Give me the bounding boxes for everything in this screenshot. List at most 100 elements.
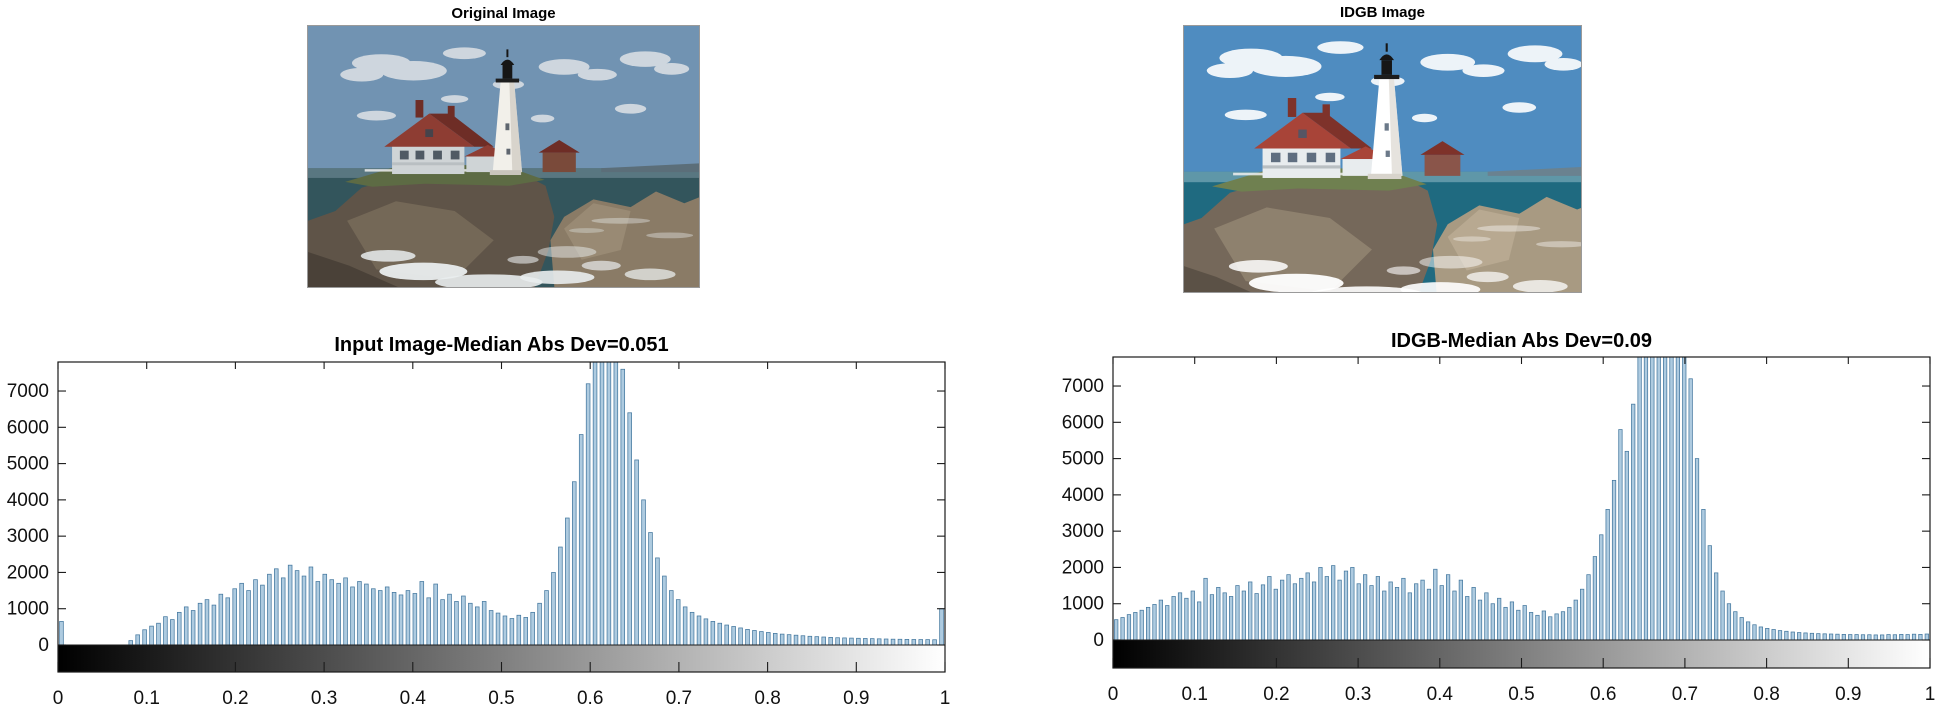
- right-rocks-highlight: [564, 203, 631, 260]
- histogram-bar: [530, 611, 535, 646]
- histogram-bar: [1688, 378, 1693, 641]
- x-tick-label: 1: [1925, 684, 1936, 705]
- gallery-deck: [495, 78, 520, 83]
- histogram-bar: [1152, 604, 1157, 641]
- histogram-bar: [135, 634, 140, 646]
- histogram-bar: [1771, 629, 1776, 641]
- house-window: [1270, 152, 1281, 163]
- histogram-bar: [613, 361, 619, 646]
- histogram-bar: [287, 564, 293, 646]
- cloud: [442, 47, 486, 60]
- porch-line: [392, 162, 465, 166]
- histogram-bar: [190, 610, 196, 646]
- rock-shadow: [308, 251, 398, 287]
- histogram-bar: [1343, 570, 1349, 641]
- histogram-bar: [1420, 579, 1425, 641]
- histogram-bar: [1809, 632, 1815, 641]
- histogram-bar: [1841, 634, 1846, 641]
- y-tick-label: 1000: [1062, 594, 1104, 615]
- cloud: [1544, 58, 1581, 71]
- histogram-bar: [1171, 596, 1176, 641]
- histogram-bar: [1216, 587, 1221, 641]
- histogram-bar: [468, 602, 473, 646]
- histogram-bar: [1886, 634, 1891, 641]
- histogram-bar: [1663, 356, 1668, 641]
- foam-patch: [1386, 266, 1421, 275]
- histogram-bar: [828, 637, 833, 646]
- histogram-bar: [1177, 592, 1183, 641]
- histogram-bar: [1924, 633, 1929, 641]
- house-window: [415, 150, 425, 160]
- histogram-bar: [1535, 614, 1540, 641]
- histogram-bar: [1311, 581, 1317, 641]
- histogram-bar: [842, 637, 847, 646]
- histogram-bar: [523, 617, 528, 646]
- foam-patch: [591, 217, 651, 224]
- foam-patch: [435, 274, 543, 287]
- attic-window: [425, 129, 434, 138]
- finial: [506, 49, 509, 58]
- histogram-bar: [1139, 609, 1144, 641]
- y-tick-label: 4000: [7, 490, 49, 511]
- lantern-dome: [500, 59, 515, 65]
- tick-labels: 0 0.1 0.2 0.3 0.4 0.5 0.6 0.7 0.8 0.9 1 0 1000 2000 30…: [7, 381, 951, 709]
- chimney: [447, 105, 455, 120]
- histogram-bar: [1318, 567, 1323, 641]
- histogram-bar: [1880, 634, 1885, 641]
- histogram-bar: [1682, 356, 1687, 641]
- histogram-bar: [1694, 458, 1700, 641]
- histogram-bar: [655, 557, 660, 646]
- shed-roof: [538, 139, 580, 153]
- cloud: [1315, 92, 1345, 102]
- histogram-bar: [1867, 634, 1872, 641]
- histogram-bar: [1458, 579, 1463, 641]
- histogram-bar: [682, 606, 688, 646]
- histogram-bar: [502, 615, 508, 646]
- histogram-bar: [1331, 565, 1336, 641]
- histogram-bar: [433, 583, 438, 646]
- histogram-bar: [585, 383, 591, 646]
- y-tick-label: 0: [38, 635, 49, 656]
- foam-patch: [568, 228, 605, 233]
- histogram-bar: [426, 597, 431, 646]
- cloud: [614, 103, 647, 114]
- histogram-bar: [1822, 633, 1827, 641]
- y-tick-label: 7000: [1062, 376, 1104, 397]
- x-tick-label: 0.9: [843, 688, 869, 709]
- input-histogram-title: Input Image-Median Abs Dev=0.051: [334, 334, 669, 356]
- tick-labels: 0 0.1 0.2 0.3 0.4 0.5 0.6 0.7 0.8 0.9 1 0 1000 2000 30…: [1062, 376, 1936, 705]
- histogram-bar: [1714, 572, 1719, 641]
- histogram-bar: [1414, 583, 1419, 641]
- cloud: [1249, 55, 1322, 77]
- x-tick-label: 0.2: [1263, 684, 1289, 705]
- histogram-bar: [253, 579, 258, 646]
- x-tick-label: 0.4: [1427, 684, 1454, 705]
- histogram-bar: [1848, 634, 1853, 641]
- histogram-bar: [1126, 614, 1132, 641]
- histogram-bar: [1209, 594, 1215, 641]
- house-window: [450, 150, 460, 160]
- house-window: [399, 150, 409, 160]
- histogram-bar: [1675, 356, 1680, 641]
- histogram-bar: [1356, 583, 1361, 641]
- histogram-bar: [1854, 634, 1859, 641]
- histogram-bar: [1273, 588, 1278, 641]
- x-tick-label: 0.2: [222, 688, 248, 709]
- histogram-bar: [606, 361, 612, 646]
- histogram-bar: [218, 593, 224, 646]
- house-roof-hip: [1302, 112, 1372, 149]
- histogram-bar: [918, 639, 923, 646]
- histogram-bar: [738, 627, 743, 646]
- cloud: [538, 59, 590, 75]
- histogram-bar: [461, 595, 466, 646]
- cloud: [1462, 64, 1505, 77]
- histogram-bar: [128, 640, 134, 646]
- histogram-bar: [1752, 624, 1757, 641]
- histogram-bar: [183, 606, 189, 646]
- histogram-svg: 0 0.1 0.2 0.3 0.4 0.5 0.6 0.7 0.8 0.9 1 0 1000 2000 30…: [1062, 356, 1936, 705]
- histogram-bar: [1873, 634, 1878, 641]
- x-tick-label: 0.7: [666, 688, 692, 709]
- histogram-bar: [1280, 579, 1285, 641]
- cloud: [440, 95, 469, 103]
- histogram-bar: [1324, 576, 1329, 641]
